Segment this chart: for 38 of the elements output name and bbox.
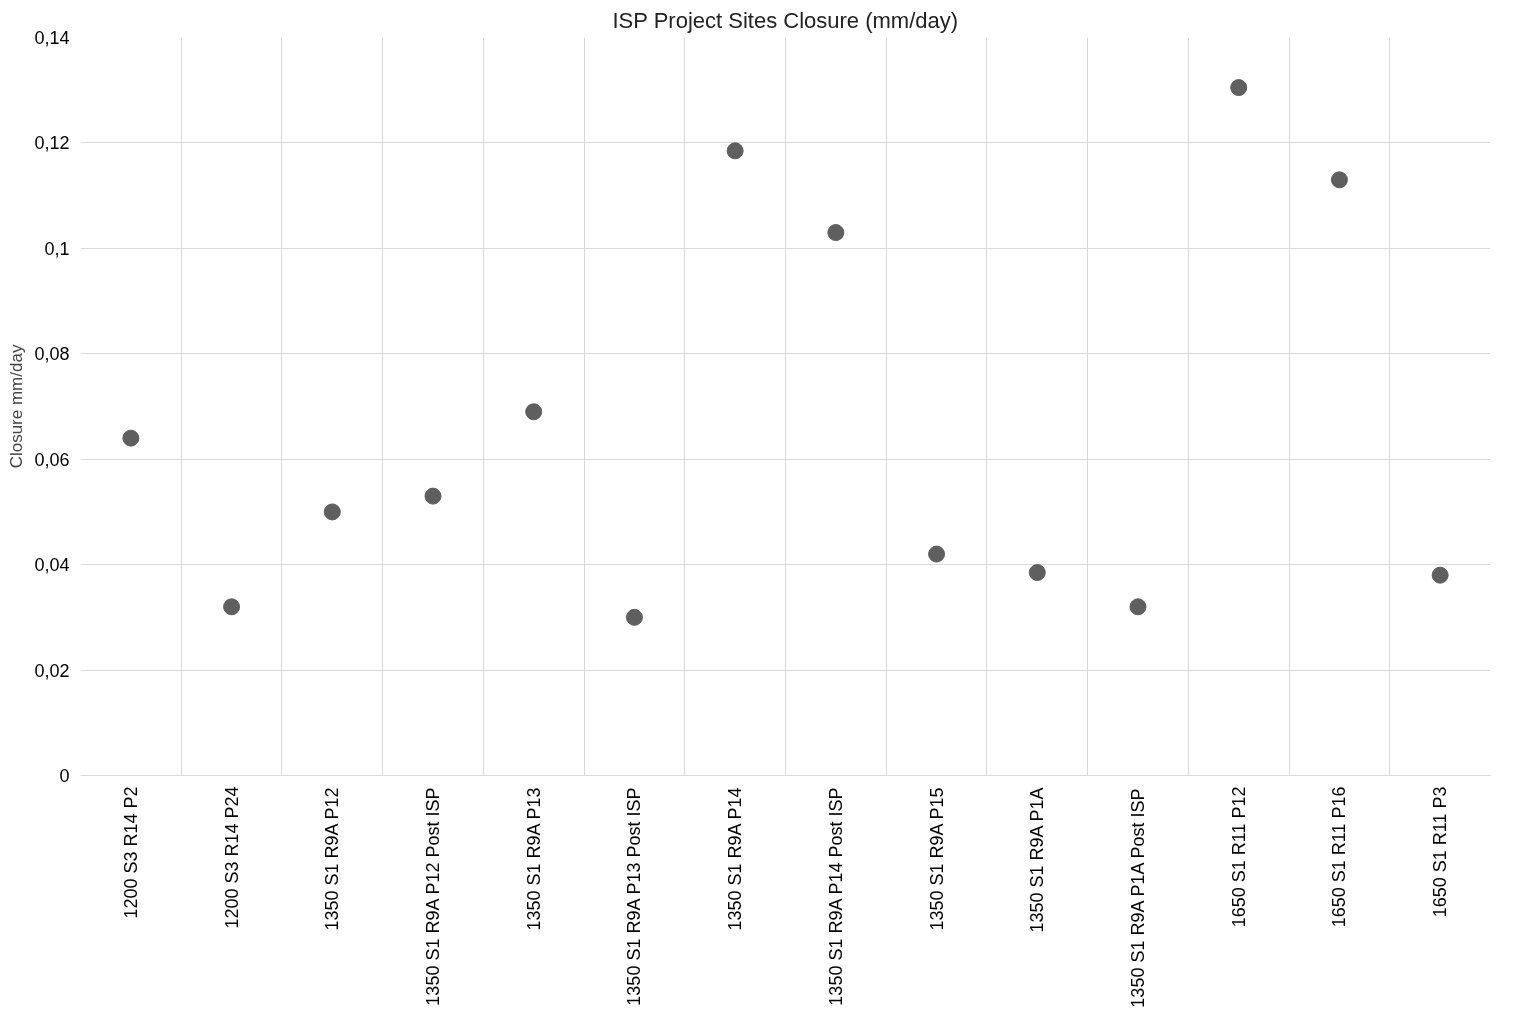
- y-tick-label: 0: [59, 766, 70, 786]
- x-tick-label: 1350 S1 R9A P1A: [1027, 787, 1048, 933]
- point: [122, 429, 140, 447]
- x-tick-label: 1200 S3 R14 P24: [221, 786, 242, 929]
- point: [323, 503, 341, 521]
- x-tick-label: 1200 S3 R14 P2: [120, 786, 141, 919]
- point: [424, 487, 442, 505]
- x-tick-label: 1350 S1 R9A P13: [523, 787, 544, 931]
- point: [827, 224, 845, 242]
- chart-title: ISP Project Sites Closure (mm/day): [612, 7, 959, 33]
- x-tick-label: 1350 S1 R9A P12 Post ISP: [423, 787, 443, 1006]
- y-tick-label: 0,06: [34, 449, 70, 470]
- y-axis-title: Closure mm/day: [7, 344, 27, 469]
- y-tick-label: 0,1: [44, 238, 70, 259]
- point: [625, 608, 643, 626]
- y-tick-label: 0,12: [34, 133, 70, 154]
- y-tick-label: 0,04: [34, 555, 70, 576]
- point: [1028, 564, 1046, 582]
- x-tick-label: 1650 S1 R11 P16: [1329, 786, 1350, 928]
- x-tick-label: 1350 S1 R9A P14 Post ISP: [825, 787, 846, 1006]
- y-tick-label: 0,08: [34, 344, 70, 365]
- point: [223, 598, 241, 616]
- x-tick-label: 1650 S1 R11 P12: [1228, 786, 1249, 928]
- x-tick-label: 1350 S1 R9A P15: [926, 787, 947, 931]
- x-tick-label: 1350 S1 R9A P1A Post ISP: [1128, 788, 1148, 1008]
- x-tick-label: 1350 S1 R9A P12: [322, 787, 343, 931]
- point: [1230, 79, 1248, 97]
- y-tick-label: 0,02: [34, 660, 70, 681]
- point: [928, 545, 946, 563]
- point: [726, 142, 744, 160]
- point: [525, 403, 543, 421]
- y-tick-label: 0,14: [34, 28, 70, 48]
- point: [1431, 566, 1449, 584]
- x-tick-label: 1650 S1 R11 P3: [1430, 786, 1451, 918]
- point: [1129, 598, 1147, 616]
- x-tick-label: 1350 S1 R9A P14: [725, 787, 746, 931]
- point: [1330, 171, 1348, 189]
- x-tick-label: 1350 S1 R9A P13 Post ISP: [624, 787, 645, 1006]
